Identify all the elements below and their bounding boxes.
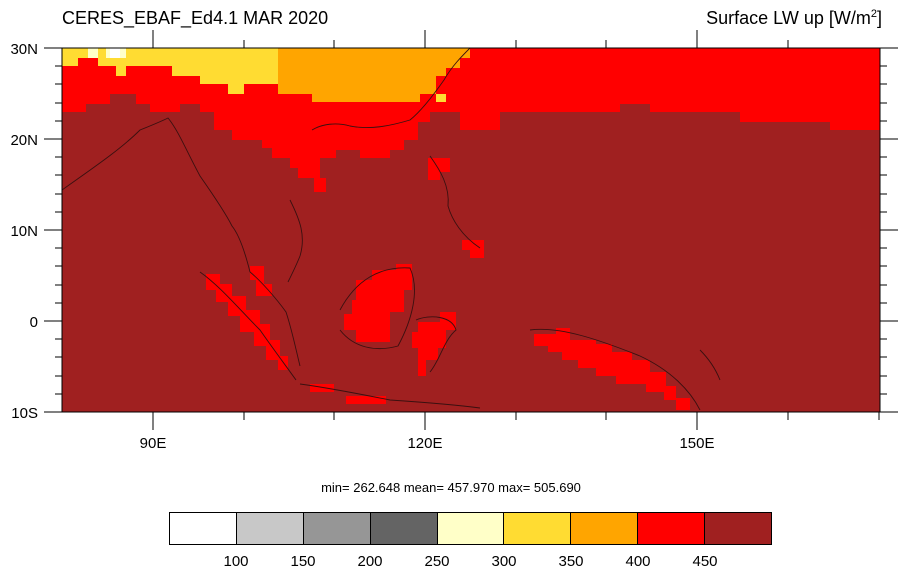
colorbar-swatch [437, 513, 505, 544]
coastline-malaya [249, 271, 301, 367]
lat-label-0: 0 [30, 314, 38, 331]
lon-label-90e: 90E [140, 435, 167, 452]
field-cell-pale [88, 48, 98, 58]
lat-label-10n: 10N [10, 223, 38, 240]
colorbar-label: 350 [558, 553, 584, 570]
coastline-bismarck [699, 349, 721, 381]
minor-ticks [55, 40, 887, 420]
colorbar-label: 250 [424, 553, 450, 570]
map-plot: 30N 20N 10N 0 10S 90E 120E 150E [10, 30, 898, 452]
coastline-layer [62, 48, 721, 411]
field-region-lesser-sunda [346, 396, 386, 404]
coastline-sumatra [199, 271, 297, 381]
major-ticks [44, 30, 898, 430]
lat-label-10s: 10S [11, 405, 38, 422]
lon-label-150e: 150E [679, 435, 714, 452]
colorbar-label: 100 [223, 553, 249, 570]
colorbar-swatch [571, 513, 639, 544]
colorbar-swatch [236, 513, 304, 544]
coastline-borneo [339, 267, 415, 349]
coastline-sulawesi [415, 316, 457, 373]
stats-text: min= 262.648 mean= 457.970 max= 505.690 [321, 480, 581, 495]
colorbar-label: 450 [692, 553, 718, 570]
field-region-newguinea [534, 328, 690, 410]
colorbar-label: 400 [625, 553, 651, 570]
colorbar-swatch [303, 513, 371, 544]
lon-label-120e: 120E [407, 435, 442, 452]
colorbar-label: 300 [491, 553, 517, 570]
colorbar-swatch [504, 513, 572, 544]
field-region-java [310, 384, 334, 392]
coastline-india-bay [62, 117, 251, 273]
colorbar-swatch [638, 513, 706, 544]
field-region-mindanao [462, 240, 484, 258]
coastline-newguinea [529, 328, 701, 411]
variable-title: Surface LW up [W/m2] [706, 8, 882, 28]
field-region-orange [238, 48, 470, 102]
coastline-philippines [429, 155, 481, 249]
map-title: CERES_EBAF_Ed4.1 MAR 2020 [62, 8, 329, 28]
coastline-java-sunda [299, 383, 481, 409]
coastline-china [311, 48, 471, 131]
colorbar-swatch [370, 513, 438, 544]
colorbar [169, 512, 772, 545]
field-region-yellow [62, 48, 278, 94]
colorbar-swatch [170, 513, 237, 544]
colorbar-label: 150 [290, 553, 316, 570]
field-region-sumatra [206, 274, 288, 370]
field-cell-yellow [436, 94, 446, 102]
colorbar-swatch [705, 513, 772, 544]
field-region-sulawesi [412, 312, 456, 376]
field-layer [62, 48, 880, 412]
field-cell-white [110, 48, 120, 58]
lat-label-30n: 30N [10, 41, 38, 58]
coastline-indochina [287, 199, 303, 283]
colorbar-label: 200 [357, 553, 383, 570]
lat-label-20n: 20N [10, 132, 38, 149]
